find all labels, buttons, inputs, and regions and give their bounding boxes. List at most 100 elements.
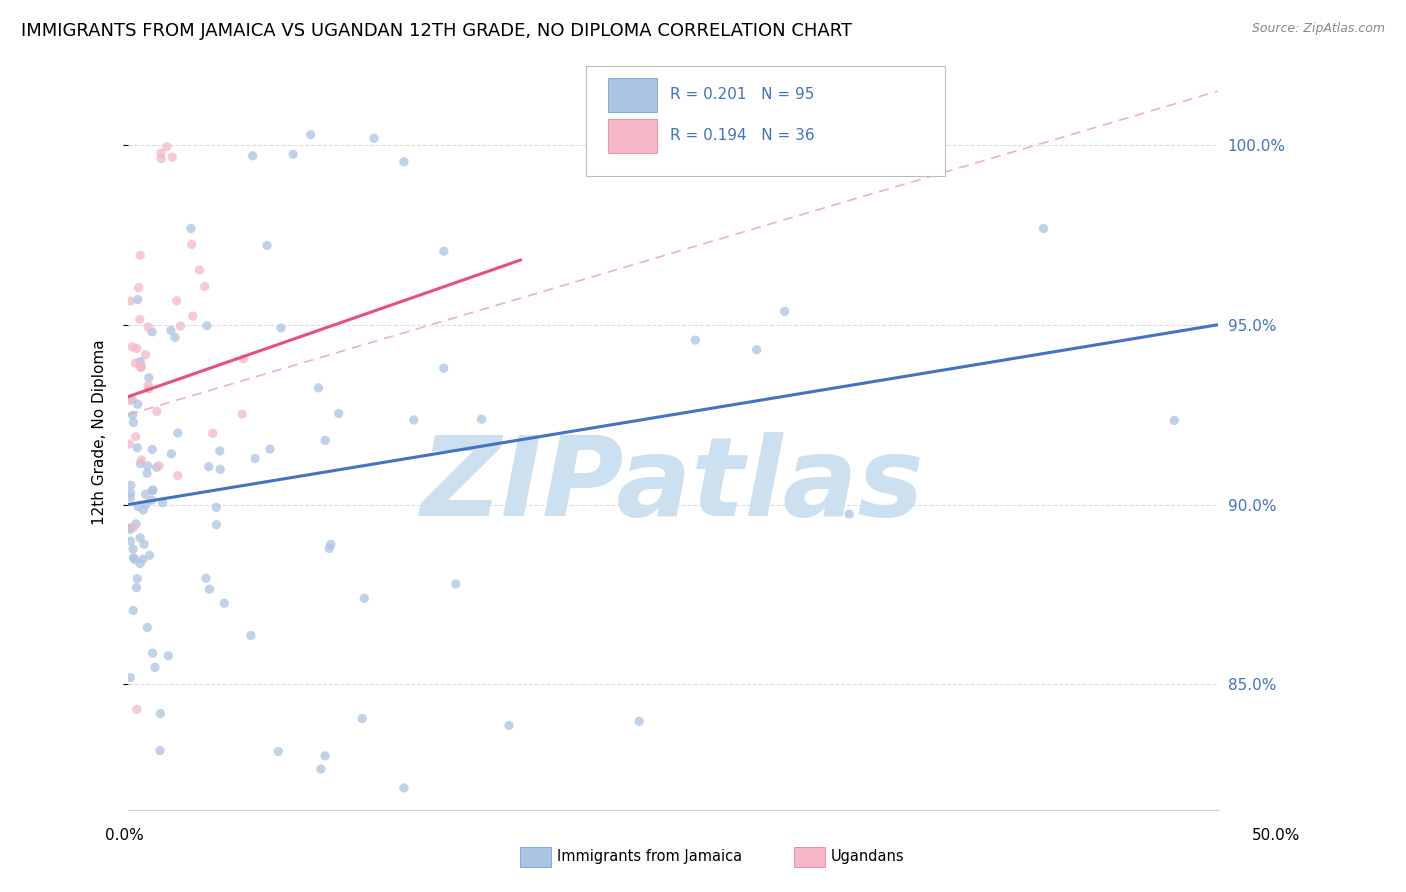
Point	[141, 442, 163, 457]
Point	[145, 460, 167, 475]
Point	[194, 571, 217, 585]
FancyBboxPatch shape	[607, 78, 657, 112]
Point	[120, 534, 142, 549]
Point	[270, 321, 292, 335]
Point	[163, 330, 186, 344]
Point	[122, 603, 145, 617]
Point	[319, 537, 342, 551]
Point	[132, 537, 155, 551]
Point	[838, 507, 860, 521]
Point	[121, 392, 143, 407]
Point	[125, 516, 148, 531]
Point	[162, 150, 184, 164]
Point	[132, 503, 155, 517]
Point	[195, 318, 218, 333]
Y-axis label: 12th Grade, No Diploma: 12th Grade, No Diploma	[93, 340, 107, 525]
Point	[127, 500, 149, 514]
Point	[143, 660, 166, 674]
Point	[136, 458, 159, 473]
Point	[125, 581, 148, 595]
Point	[121, 408, 143, 422]
Point	[159, 323, 181, 337]
Point	[363, 131, 385, 145]
Point	[152, 496, 174, 510]
Point	[120, 478, 142, 492]
Point	[166, 425, 188, 440]
Point	[141, 483, 163, 498]
Point	[198, 582, 221, 597]
Point	[136, 319, 159, 334]
Point	[129, 457, 152, 471]
Point	[149, 146, 172, 161]
Point	[128, 281, 150, 295]
Point	[138, 382, 160, 396]
Point	[156, 139, 179, 153]
Point	[1163, 413, 1185, 427]
Point	[498, 718, 520, 732]
Point	[118, 437, 141, 451]
Point	[328, 407, 350, 421]
Point	[122, 550, 145, 565]
Point	[138, 371, 160, 385]
Point	[299, 128, 322, 142]
Point	[231, 407, 253, 421]
Point	[205, 500, 228, 515]
Point	[127, 293, 149, 307]
Point	[129, 354, 152, 368]
Point	[1032, 221, 1054, 235]
Point	[125, 342, 148, 356]
Point	[188, 263, 211, 277]
Point	[136, 620, 159, 634]
Point	[283, 147, 305, 161]
Point	[121, 340, 143, 354]
Point	[166, 468, 188, 483]
Point	[309, 762, 332, 776]
Point	[129, 359, 152, 374]
Text: 0.0%: 0.0%	[105, 829, 145, 843]
Point	[129, 359, 152, 374]
Point	[318, 541, 340, 556]
Point	[205, 517, 228, 532]
Point	[392, 780, 415, 795]
Point	[128, 312, 150, 326]
Point	[181, 309, 204, 323]
Point	[180, 237, 202, 252]
Point	[122, 542, 145, 557]
Text: 50.0%: 50.0%	[1253, 829, 1301, 843]
Point	[444, 577, 467, 591]
Point	[239, 628, 262, 642]
Point	[197, 459, 219, 474]
Point	[214, 596, 236, 610]
Point	[135, 498, 157, 512]
Point	[127, 397, 149, 411]
Point	[157, 648, 180, 663]
Point	[132, 552, 155, 566]
Point	[134, 487, 156, 501]
Point	[242, 149, 264, 163]
Point	[141, 325, 163, 339]
Point	[129, 360, 152, 375]
Point	[628, 714, 651, 729]
Point	[142, 646, 165, 660]
Point	[142, 483, 165, 497]
Point	[685, 333, 707, 347]
Text: Immigrants from Jamaica: Immigrants from Jamaica	[557, 849, 742, 863]
Point	[402, 413, 425, 427]
Point	[471, 412, 494, 426]
Point	[131, 453, 153, 467]
Point	[745, 343, 768, 357]
Point	[149, 706, 172, 721]
Point	[160, 447, 183, 461]
Point	[118, 393, 141, 408]
Point	[125, 430, 148, 444]
Point	[169, 319, 191, 334]
Text: Source: ZipAtlas.com: Source: ZipAtlas.com	[1251, 22, 1385, 36]
Point	[129, 531, 152, 545]
Point	[149, 743, 172, 757]
Point	[146, 404, 169, 418]
Point	[243, 451, 266, 466]
Point	[141, 493, 163, 508]
Point	[136, 378, 159, 392]
Point	[120, 671, 142, 685]
Point	[124, 356, 146, 370]
